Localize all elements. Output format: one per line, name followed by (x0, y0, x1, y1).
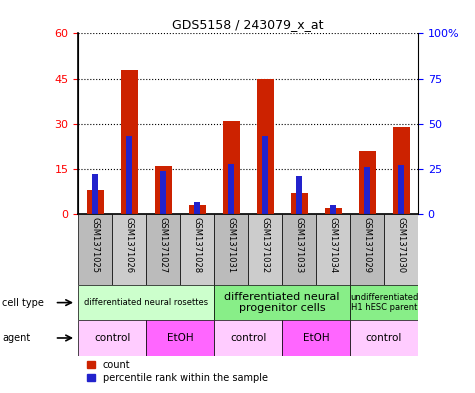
Bar (282, 214, 316, 285)
Text: GSM1371030: GSM1371030 (397, 217, 406, 273)
Bar (92, 174, 98, 214)
Bar (214, 285, 350, 320)
Bar (214, 320, 282, 356)
Text: control: control (366, 333, 402, 343)
Text: GSM1371034: GSM1371034 (329, 217, 338, 273)
Bar (121, 70, 138, 214)
Bar (364, 167, 370, 214)
Text: GSM1371033: GSM1371033 (294, 217, 304, 273)
Bar (291, 193, 308, 214)
Bar (155, 166, 172, 214)
Text: GSM1371029: GSM1371029 (362, 217, 371, 273)
Text: GSM1371025: GSM1371025 (91, 217, 100, 273)
Bar (350, 214, 384, 285)
Bar (113, 214, 146, 285)
Legend: count, percentile rank within the sample: count, percentile rank within the sample (83, 356, 272, 387)
Bar (248, 214, 282, 285)
Bar (180, 214, 214, 285)
Bar (296, 176, 302, 214)
Bar (256, 79, 274, 214)
Bar (392, 127, 409, 214)
Bar (350, 320, 418, 356)
Bar (194, 202, 200, 214)
Text: differentiated neural
progenitor cells: differentiated neural progenitor cells (224, 292, 340, 313)
Text: cell type: cell type (2, 298, 44, 308)
Title: GDS5158 / 243079_x_at: GDS5158 / 243079_x_at (172, 18, 324, 31)
Text: GSM1371028: GSM1371028 (193, 217, 202, 273)
Text: agent: agent (2, 333, 30, 343)
Bar (189, 205, 206, 214)
Bar (78, 285, 214, 320)
Bar (384, 214, 418, 285)
Bar (330, 205, 336, 214)
Bar (324, 208, 342, 214)
Bar (160, 171, 166, 214)
Text: GSM1371031: GSM1371031 (227, 217, 236, 273)
Bar (316, 214, 350, 285)
Text: EtOH: EtOH (167, 333, 194, 343)
Text: undifferentiated
H1 hESC parent: undifferentiated H1 hESC parent (350, 293, 418, 312)
Bar (126, 136, 133, 214)
Text: GSM1371026: GSM1371026 (125, 217, 134, 273)
Bar (359, 151, 376, 214)
Bar (214, 214, 248, 285)
Text: GSM1371032: GSM1371032 (261, 217, 270, 273)
Bar (228, 163, 234, 214)
Bar (398, 165, 404, 214)
Bar (146, 320, 214, 356)
Bar (350, 285, 418, 320)
Bar (87, 190, 104, 214)
Text: differentiated neural rosettes: differentiated neural rosettes (84, 298, 209, 307)
Text: GSM1371027: GSM1371027 (159, 217, 168, 273)
Bar (282, 320, 350, 356)
Bar (223, 121, 240, 214)
Text: control: control (94, 333, 131, 343)
Bar (146, 214, 180, 285)
Bar (78, 320, 146, 356)
Bar (262, 136, 268, 214)
Bar (78, 214, 113, 285)
Text: EtOH: EtOH (303, 333, 330, 343)
Text: control: control (230, 333, 266, 343)
